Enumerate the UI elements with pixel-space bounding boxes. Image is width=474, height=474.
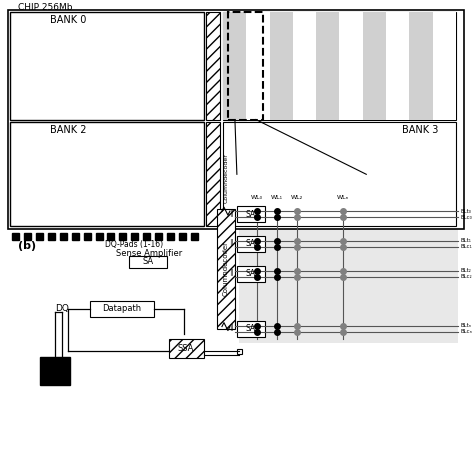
Bar: [8, 10, 464, 229]
Bar: [237, 206, 265, 222]
Bar: [228, 12, 263, 119]
Bar: [40, 357, 70, 385]
Bar: [179, 233, 186, 240]
Bar: [96, 233, 102, 240]
Text: DQ-Pads (1-16): DQ-Pads (1-16): [105, 240, 164, 249]
Bar: [60, 233, 67, 240]
Bar: [217, 209, 235, 328]
Bar: [191, 233, 198, 240]
Text: SSA: SSA: [178, 344, 194, 353]
Text: Columndecoder: Columndecoder: [223, 153, 228, 203]
Text: BLcₙ: BLcₙ: [461, 329, 473, 334]
Text: BLc₂: BLc₂: [461, 274, 473, 279]
Text: BLtₙ: BLtₙ: [461, 323, 472, 328]
Text: WL₂: WL₂: [291, 195, 303, 200]
Bar: [237, 266, 265, 282]
Bar: [206, 12, 220, 119]
Bar: [90, 301, 154, 317]
Text: BANK 3: BANK 3: [401, 125, 438, 135]
Bar: [48, 233, 55, 240]
Text: ∥: ∥: [229, 209, 233, 216]
Text: ∥: ∥: [229, 323, 233, 330]
Bar: [12, 233, 19, 240]
Text: BLc₀: BLc₀: [461, 215, 473, 219]
Bar: [83, 233, 91, 240]
Bar: [131, 233, 138, 240]
Bar: [169, 338, 204, 358]
Text: BANK 2: BANK 2: [50, 125, 86, 135]
Bar: [223, 12, 456, 119]
Bar: [206, 121, 220, 226]
Text: CHIP 256Mb: CHIP 256Mb: [18, 2, 73, 11]
Text: SA: SA: [246, 210, 256, 219]
Text: SA: SA: [246, 324, 256, 333]
Bar: [409, 12, 433, 119]
Text: ∥: ∥: [229, 268, 233, 275]
Text: BLc₁: BLc₁: [461, 245, 473, 249]
Bar: [237, 349, 242, 355]
Bar: [237, 236, 265, 252]
Bar: [119, 233, 127, 240]
Bar: [10, 12, 204, 119]
Bar: [223, 121, 456, 226]
Bar: [239, 204, 458, 344]
Bar: [223, 12, 246, 119]
Text: Columndecoder: Columndecoder: [223, 241, 229, 296]
Text: WL₀: WL₀: [251, 195, 263, 200]
Bar: [237, 320, 265, 337]
Text: Datapath: Datapath: [102, 304, 141, 313]
Bar: [293, 12, 316, 119]
Text: BLt₂: BLt₂: [461, 268, 472, 273]
Bar: [72, 233, 79, 240]
Bar: [129, 256, 167, 268]
Bar: [433, 12, 456, 119]
Text: WL₁: WL₁: [271, 195, 283, 200]
Bar: [155, 233, 162, 240]
Bar: [363, 12, 386, 119]
Text: BLt₀: BLt₀: [461, 209, 472, 214]
Bar: [143, 233, 150, 240]
Bar: [316, 12, 339, 119]
Bar: [339, 12, 363, 119]
Bar: [167, 233, 174, 240]
Text: BLt₁: BLt₁: [461, 238, 472, 244]
Bar: [24, 233, 31, 240]
Bar: [386, 12, 409, 119]
Bar: [36, 233, 43, 240]
Text: DQ: DQ: [55, 304, 69, 313]
Bar: [246, 12, 270, 119]
Text: BANK 0: BANK 0: [50, 15, 86, 25]
Bar: [10, 121, 204, 226]
Text: Sense Amplifier: Sense Amplifier: [116, 249, 182, 258]
Text: SA: SA: [246, 239, 256, 248]
Bar: [270, 12, 293, 119]
Bar: [108, 233, 114, 240]
Text: (b): (b): [18, 241, 36, 251]
Text: SA: SA: [246, 269, 256, 278]
Text: SA: SA: [143, 257, 154, 266]
Text: ∥: ∥: [229, 238, 233, 246]
Text: WLₙ: WLₙ: [337, 195, 349, 200]
